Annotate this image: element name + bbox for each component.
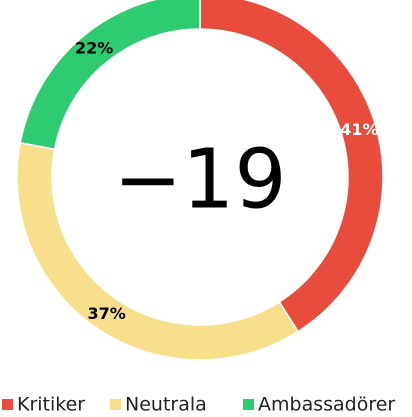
legend-swatch [2, 399, 13, 410]
data-label: 41% [340, 120, 378, 139]
legend-label: Neutrala [125, 394, 207, 416]
legend-label: Kritiker [17, 394, 85, 416]
donut-segment [19, 0, 201, 151]
legend-swatch [110, 399, 121, 410]
center-label: −19 [113, 132, 286, 227]
data-label: 37% [88, 304, 126, 323]
legend-swatch [243, 399, 254, 410]
legend-label: Ambassadörer [258, 394, 395, 416]
data-label: 22% [75, 39, 113, 58]
